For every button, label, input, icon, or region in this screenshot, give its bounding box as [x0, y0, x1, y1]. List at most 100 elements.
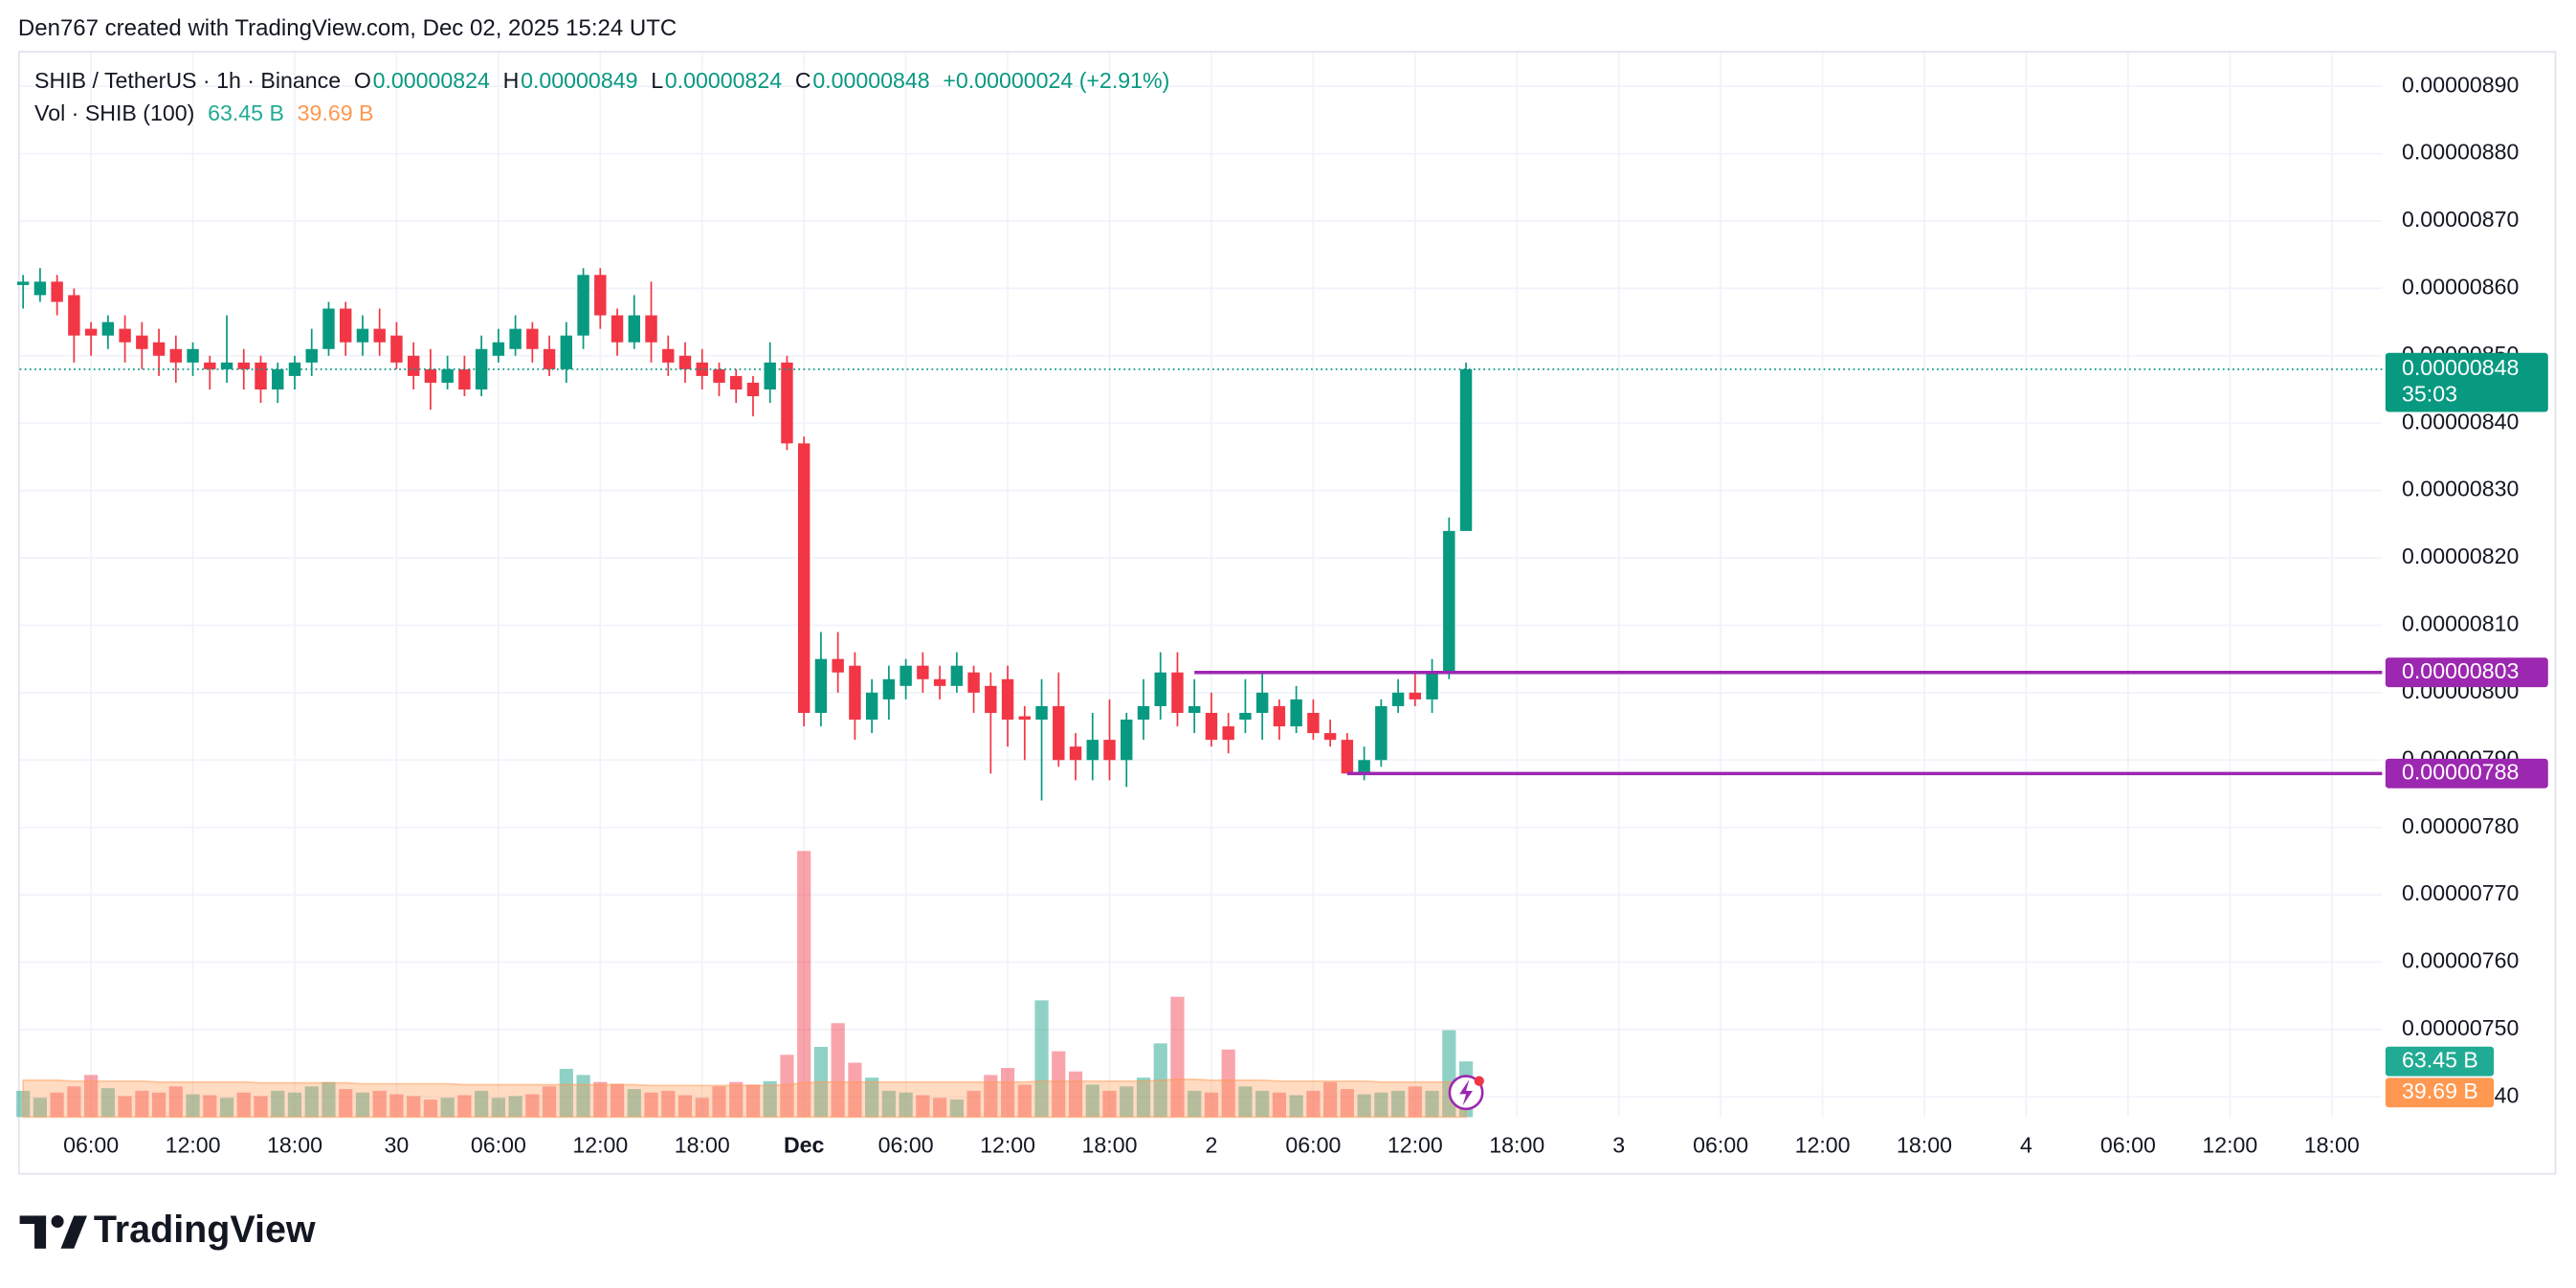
volume-bar: [135, 1090, 149, 1118]
legend-text: L: [651, 68, 663, 93]
volume-bar: [984, 1075, 998, 1118]
candle-body: [1273, 705, 1286, 727]
candle-body: [1239, 712, 1252, 721]
y-tick-label: 0.00000890: [2402, 72, 2519, 97]
volume-tag-label: 63.45 B: [2402, 1047, 2478, 1072]
volume-bar: [168, 1086, 183, 1118]
x-tick-label: 4: [2020, 1132, 2032, 1157]
volume-bar: [916, 1095, 930, 1118]
x-tick-label: 18:00: [1082, 1132, 1138, 1157]
volume-bar: [763, 1080, 777, 1118]
y-tick-label: 0.00000860: [2402, 275, 2519, 300]
volume-bar: [355, 1092, 370, 1118]
candle-body: [1443, 530, 1455, 673]
candle-body: [84, 328, 98, 336]
volume-bar: [933, 1098, 947, 1118]
volume-bar: [848, 1062, 862, 1118]
candle-body: [1255, 692, 1269, 713]
volume-bar: [491, 1098, 505, 1118]
volume-bar: [831, 1023, 845, 1118]
price-tag-label: 0.00000848: [2402, 355, 2519, 380]
candle-body: [1290, 699, 1302, 727]
x-tick-label: 06:00: [63, 1132, 119, 1157]
volume-bar: [712, 1086, 726, 1118]
volume-bar: [203, 1095, 217, 1118]
candle-body: [1205, 712, 1218, 741]
candle-body: [1086, 740, 1099, 761]
logo-mark: [34, 1215, 47, 1249]
y-tick-label: 0.00000750: [2402, 1015, 2519, 1040]
x-tick-label: 06:00: [471, 1132, 526, 1157]
candle-body: [696, 362, 708, 376]
volume-bar: [966, 1090, 981, 1118]
volume-bar: [644, 1092, 658, 1118]
volume-bar: [1238, 1086, 1253, 1118]
candle-body: [119, 328, 131, 343]
candle-body: [237, 362, 250, 369]
candle-body: [169, 348, 183, 363]
legend-text: +0.00000024 (+2.91%): [943, 68, 1169, 93]
candle-body: [611, 315, 624, 343]
candle-body: [967, 672, 980, 693]
volume-bar: [151, 1092, 167, 1118]
candle-body: [51, 281, 63, 302]
x-tick-label: 12:00: [166, 1132, 221, 1157]
candle-body: [814, 658, 828, 713]
volume-ma-area: [22, 1078, 1467, 1119]
candle-body: [1426, 672, 1438, 700]
x-tick-label: 06:00: [2100, 1132, 2156, 1157]
volume-bar: [1340, 1089, 1354, 1118]
candle-body: [68, 295, 80, 336]
y-tick-label: 0.00000880: [2402, 140, 2519, 165]
x-tick-label: 12:00: [572, 1132, 628, 1157]
volume-bar: [899, 1092, 913, 1118]
candle-body: [1409, 692, 1422, 700]
volume-bar: [84, 1075, 99, 1118]
x-tick-label: 12:00: [1795, 1132, 1851, 1157]
volume-bar: [729, 1081, 744, 1118]
level-tag-label: 0.00000788: [2402, 759, 2519, 784]
volume-bar: [1034, 1000, 1049, 1118]
volume-bar: [50, 1092, 64, 1118]
y-tick-label: 0.00000780: [2402, 813, 2519, 838]
volume-bar: [236, 1092, 251, 1118]
candle-body: [899, 665, 912, 686]
volume-bar: [1085, 1084, 1099, 1118]
candle-body: [136, 335, 148, 349]
volume-bar: [423, 1099, 438, 1118]
price-countdown: 35:03: [2402, 381, 2457, 406]
volume-bar: [1136, 1077, 1151, 1118]
y-tick-label: 0.00000870: [2402, 207, 2519, 232]
candle-body: [832, 658, 844, 673]
candle-body: [152, 342, 166, 356]
x-tick-label: 18:00: [2304, 1132, 2360, 1157]
price-tag: [2385, 352, 2548, 412]
legend-line: SHIB / TetherUS · 1h · Binance O 0.0000082…: [34, 68, 1169, 93]
candle-body: [187, 348, 199, 363]
volume-bar: [457, 1095, 472, 1118]
volume-bar: [559, 1068, 573, 1118]
credit: Den767 created with TradingView.com, Dec…: [18, 15, 677, 41]
candle-body: [1001, 678, 1014, 721]
legend-line: Vol · SHIB (100) 63.45 B 39.69 B: [34, 100, 373, 125]
candle-body: [1341, 740, 1354, 774]
volume-bar: [372, 1090, 387, 1118]
volume-bar: [304, 1086, 319, 1118]
x-tick-label: 18:00: [675, 1132, 730, 1157]
volume-bar: [1221, 1049, 1235, 1118]
level-tag: [2385, 758, 2548, 788]
candle-body: [390, 335, 403, 363]
volume-bar: [508, 1096, 522, 1118]
volume-bar: [610, 1083, 625, 1118]
candle-body: [1121, 720, 1133, 761]
y-tick-label: 0.00000760: [2402, 948, 2519, 973]
legend-text: 39.69 B: [298, 100, 374, 125]
volume-bar: [389, 1094, 404, 1118]
candle-body: [594, 275, 607, 316]
candle-body: [797, 443, 811, 713]
candle-body: [1188, 705, 1201, 713]
candle-body: [424, 368, 437, 383]
candle-body: [1459, 368, 1473, 531]
candle-body: [288, 362, 301, 376]
